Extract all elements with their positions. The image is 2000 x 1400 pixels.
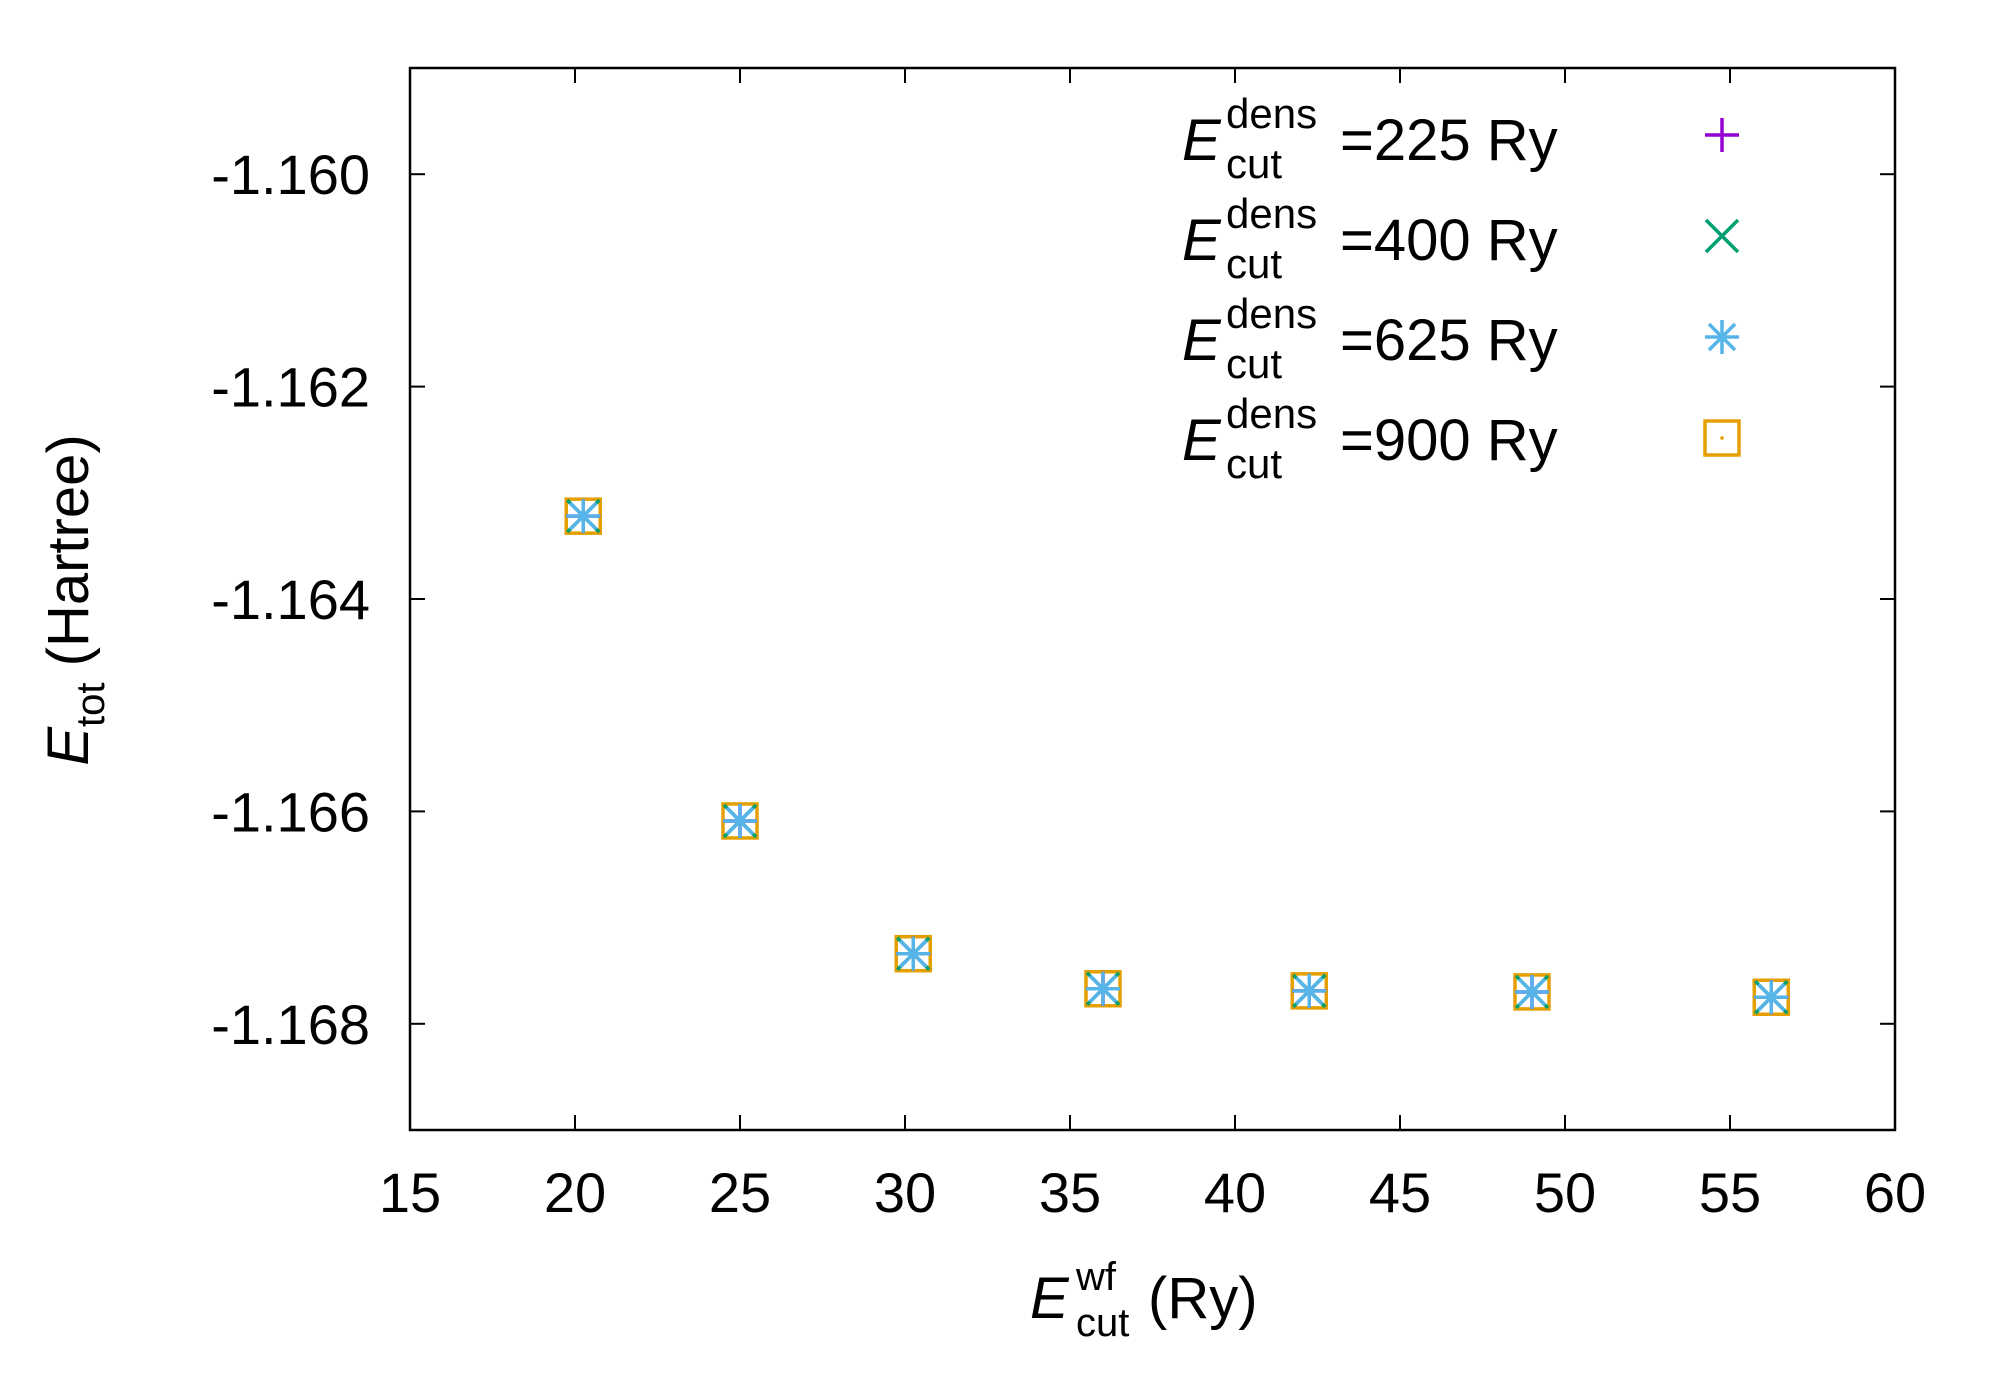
- legend-label-400: E dens cut =400 Ry: [1182, 176, 1558, 291]
- y-axis-label: Etot (Hartree): [36, 434, 113, 765]
- x-tick-label: 45: [1369, 1161, 1431, 1224]
- x-tick-label: 60: [1864, 1161, 1926, 1224]
- legend-label-400-sub: cut: [1226, 240, 1282, 287]
- y-tick-label: -1.164: [211, 568, 370, 631]
- legend-label-625-sup: dens: [1226, 290, 1317, 337]
- data-point-star: [1515, 974, 1549, 1009]
- x-tick-label: 20: [544, 1161, 606, 1224]
- x-tick-label: 50: [1534, 1161, 1596, 1224]
- data-point-star: [723, 803, 757, 838]
- legend-marker-625: [1705, 320, 1739, 354]
- legend-entry-225: E dens cut =225 Ry: [1182, 76, 1739, 191]
- legend-label-900-sub: cut: [1226, 440, 1282, 487]
- plot-area-frame: [408, 66, 1897, 1132]
- data-point-star: [1754, 980, 1789, 1015]
- legend: E dens cut =225 Ry E dens cut =400 Ry: [1182, 76, 1741, 491]
- legend-marker-225: [1705, 118, 1739, 152]
- legend-marker-400: [1704, 218, 1740, 254]
- legend-entry-625: E dens cut =625 Ry: [1182, 276, 1739, 391]
- data-point-star: [1292, 973, 1327, 1008]
- data-point-star: [1086, 971, 1120, 1006]
- legend-label-625-main: E: [1182, 308, 1222, 373]
- y-axis-label-sub: tot: [69, 682, 113, 726]
- legend-label-900-main: E: [1182, 408, 1222, 473]
- y-axis-label-suffix: (Hartree): [36, 434, 101, 682]
- legend-label-225-sub: cut: [1226, 140, 1282, 187]
- legend-label-400-sup: dens: [1226, 190, 1317, 237]
- y-tick-label: -1.166: [211, 780, 370, 843]
- legend-marker-900: [1703, 419, 1741, 457]
- legend-label-225: E dens cut =225 Ry: [1182, 76, 1558, 191]
- x-axis-label-suffix: (Ry): [1148, 1266, 1258, 1331]
- x-axis-label-main: E: [1030, 1266, 1070, 1331]
- legend-entry-400: E dens cut =400 Ry: [1182, 176, 1740, 291]
- x-axis-label-sub: cut: [1076, 1301, 1129, 1345]
- data-point-star: [566, 499, 601, 534]
- x-tick-label: 15: [379, 1161, 441, 1224]
- y-axis-label-main: E: [36, 726, 101, 766]
- legend-label-400-suffix: =400 Ry: [1340, 208, 1558, 273]
- legend-label-225-main: E: [1182, 108, 1222, 173]
- legend-label-625: E dens cut =625 Ry: [1182, 276, 1558, 391]
- legend-label-225-suffix: =225 Ry: [1340, 108, 1558, 173]
- legend-label-900-sup: dens: [1226, 390, 1317, 437]
- x-axis-label: E wf cut (Ry): [1030, 1238, 1258, 1349]
- axis-tick-labels: 15 20 25 30 35 40 45 50 55 60 -1.160 -1.162 -1.164 -1…: [211, 143, 1926, 1224]
- x-tick-label: 35: [1039, 1161, 1101, 1224]
- legend-label-900: E dens cut =900 Ry: [1182, 376, 1558, 491]
- x-tick-label: 25: [709, 1161, 771, 1224]
- y-tick-label: -1.162: [211, 356, 370, 419]
- x-tick-label: 30: [874, 1161, 936, 1224]
- legend-entry-900: E dens cut =900 Ry: [1182, 376, 1741, 491]
- x-tick-label: 40: [1204, 1161, 1266, 1224]
- data-points: [564, 497, 1790, 1016]
- legend-label-225-sup: dens: [1226, 90, 1317, 137]
- data-point-star: [896, 936, 931, 971]
- x-axis-label-sup: wf: [1075, 1255, 1117, 1299]
- y-tick-label: -1.168: [211, 993, 370, 1056]
- legend-label-625-sub: cut: [1226, 340, 1282, 387]
- axis-ticks: [409, 68, 1896, 1130]
- legend-label-625-suffix: =625 Ry: [1340, 308, 1558, 373]
- x-tick-label: 55: [1699, 1161, 1761, 1224]
- legend-label-400-main: E: [1182, 208, 1222, 273]
- y-tick-label: -1.160: [211, 143, 370, 206]
- legend-label-900-suffix: =900 Ry: [1340, 408, 1558, 473]
